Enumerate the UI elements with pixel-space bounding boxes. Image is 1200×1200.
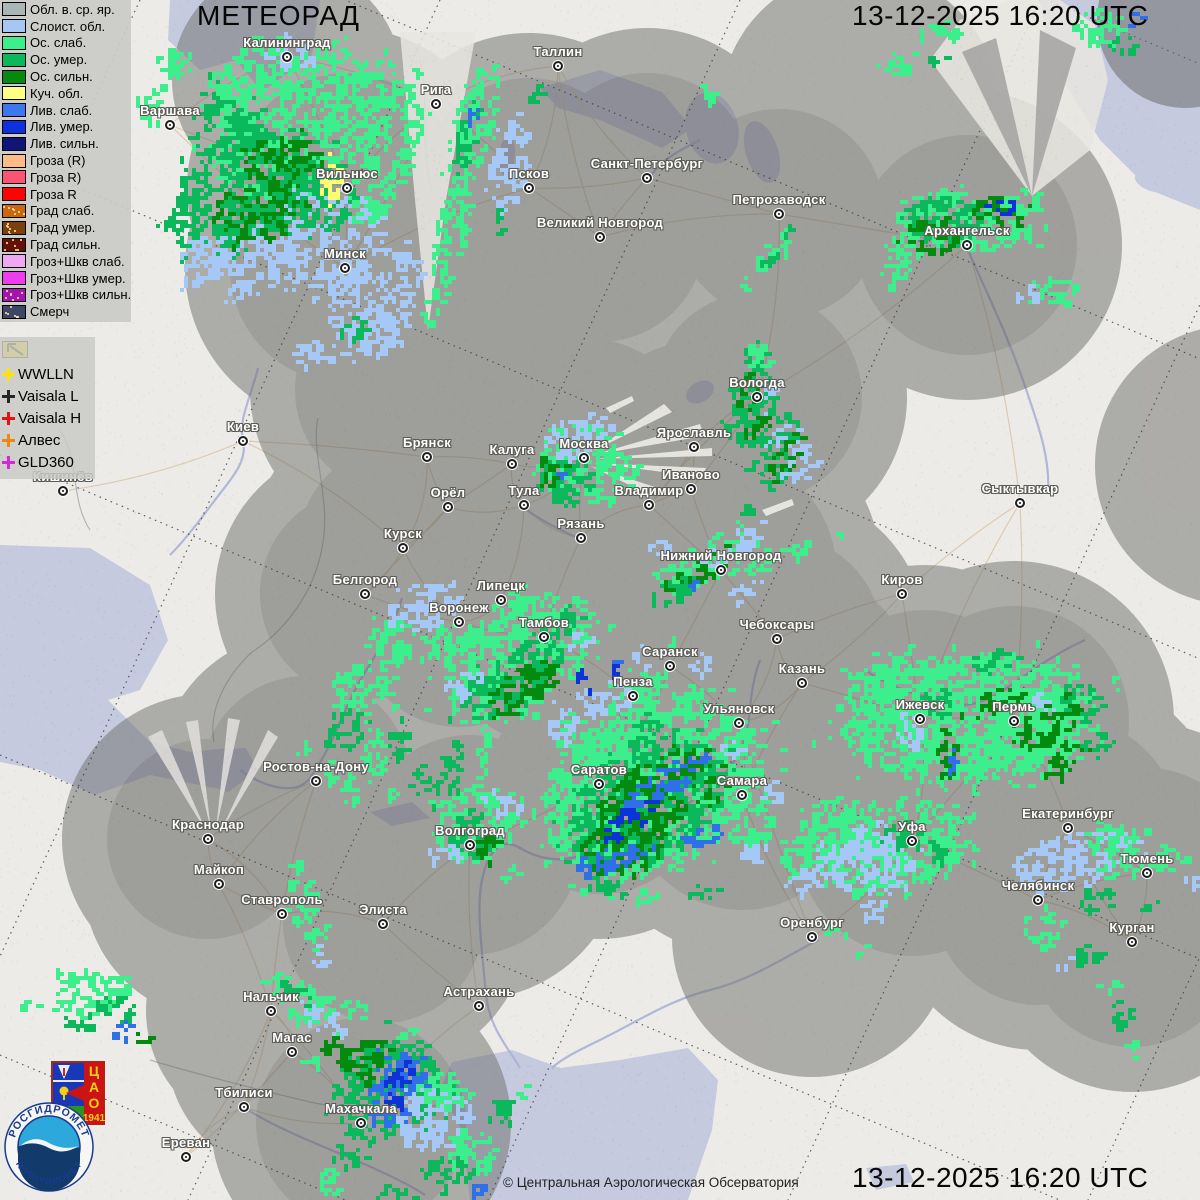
radar-map-screen: Калининград Таллин Рига Варшава Вильнюс Минск… [0,0,1200,1200]
precipitation-layer [0,0,1200,1200]
